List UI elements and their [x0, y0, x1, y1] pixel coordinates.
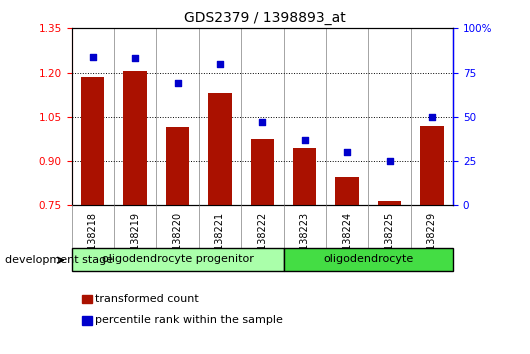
Bar [82, 295, 92, 303]
Bar [335, 177, 359, 205]
Point [131, 56, 139, 61]
Bar [123, 71, 147, 205]
Text: GDS2379 / 1398893_at: GDS2379 / 1398893_at [184, 11, 346, 25]
Bar [82, 316, 92, 325]
Text: GSM138219: GSM138219 [130, 212, 140, 271]
Text: development stage: development stage [5, 255, 113, 265]
Point [258, 119, 267, 125]
Bar [72, 248, 284, 271]
Point [385, 158, 394, 164]
Bar [166, 127, 189, 205]
Bar [284, 248, 453, 271]
Point [89, 54, 97, 59]
Text: GSM138223: GSM138223 [300, 212, 310, 271]
Text: GSM138225: GSM138225 [385, 212, 394, 271]
Text: GSM138220: GSM138220 [173, 212, 182, 271]
Text: GSM138222: GSM138222 [258, 212, 267, 271]
Text: GSM138224: GSM138224 [342, 212, 352, 271]
Point [173, 80, 182, 86]
Bar [81, 77, 104, 205]
Bar [293, 148, 316, 205]
Point [216, 61, 224, 67]
Text: percentile rank within the sample: percentile rank within the sample [95, 315, 283, 325]
Point [428, 114, 436, 120]
Bar [378, 201, 401, 205]
Bar [208, 93, 232, 205]
Text: GSM138229: GSM138229 [427, 212, 437, 271]
Text: oligodendrocyte: oligodendrocyte [323, 254, 413, 264]
Text: transformed count: transformed count [95, 294, 199, 304]
Text: GSM138218: GSM138218 [88, 212, 98, 271]
Point [301, 137, 309, 143]
Bar [420, 126, 444, 205]
Bar [251, 139, 274, 205]
Text: oligodendrocyte progenitor: oligodendrocyte progenitor [102, 254, 253, 264]
Point [343, 149, 351, 155]
Text: GSM138221: GSM138221 [215, 212, 225, 271]
